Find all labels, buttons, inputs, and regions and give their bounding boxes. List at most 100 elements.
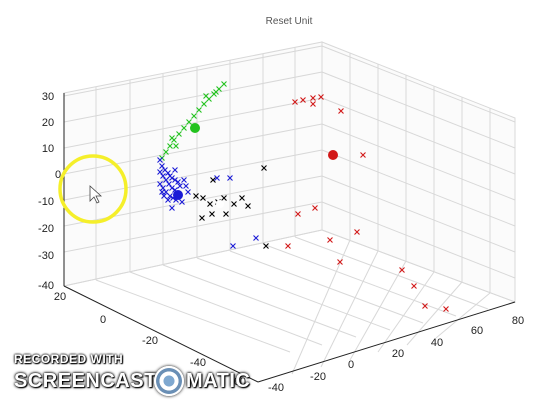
blue-marker	[253, 235, 259, 241]
watermark-recorded-with: RECORDED WITH	[14, 352, 124, 366]
black-marker	[261, 165, 267, 171]
red-marker	[312, 205, 318, 211]
black-marker	[239, 195, 245, 201]
blue-marker	[214, 175, 220, 181]
axis-frame	[63, 93, 516, 383]
blue-marker	[159, 189, 165, 195]
blue-marker	[230, 243, 236, 249]
black-marker	[209, 211, 215, 217]
left-axis-ticks: 20 0 -20 -40 -60	[54, 291, 246, 388]
z-tick-label: -30	[38, 250, 54, 262]
blue-marker	[163, 177, 169, 183]
black-marker	[221, 195, 227, 201]
right-axis-tick-label: 80	[512, 315, 524, 327]
blue-marker	[157, 169, 163, 175]
black-marker	[263, 243, 269, 249]
red-marker	[399, 267, 405, 273]
green-marker	[167, 143, 173, 149]
green-marker	[169, 135, 175, 141]
red-marker	[318, 94, 324, 100]
green-marker	[201, 101, 207, 107]
blue-marker	[167, 193, 173, 199]
floor-grid	[63, 229, 516, 375]
right-axis-tick-label: -40	[268, 382, 284, 394]
blue-marker	[172, 167, 178, 173]
right-axis-ticks: -40 -20 0 20 40 60 80	[268, 315, 524, 394]
blue-marker	[169, 185, 175, 191]
blue-marker	[166, 181, 172, 187]
red-marker	[337, 259, 343, 265]
green-marker	[196, 107, 202, 113]
watermark-word-screencast: SCREENCAST	[14, 370, 157, 392]
z-tick-label: 0	[55, 169, 61, 181]
blue-marker	[157, 157, 163, 163]
green-marker	[173, 143, 179, 149]
green-marker	[186, 119, 192, 125]
screencast-logo-icon	[154, 366, 184, 396]
black-marker	[193, 193, 199, 199]
black-marker	[245, 203, 251, 209]
red-marker	[360, 152, 366, 158]
right-axis-tick-label: -20	[310, 371, 326, 383]
green-marker	[176, 131, 182, 137]
blue-marker	[160, 173, 166, 179]
white-centroid	[216, 200, 224, 208]
red-centroid	[328, 150, 338, 160]
red-marker	[300, 97, 306, 103]
blue-marker	[181, 177, 187, 183]
z-tick-label: 20	[42, 117, 54, 129]
blue-marker	[161, 193, 167, 199]
blue-marker	[183, 183, 189, 189]
right-axis-tick-label: 0	[348, 359, 354, 371]
black-marker	[200, 195, 206, 201]
z-axis-ticks: 30 20 10 0 -10 -20 -30 -40	[38, 91, 61, 292]
z-tick-label: 30	[42, 91, 54, 103]
red-marker	[327, 237, 333, 243]
blue-marker	[185, 189, 191, 195]
z-tick-label: -10	[38, 196, 54, 208]
red-marker	[310, 101, 316, 107]
blue-marker	[157, 181, 163, 187]
left-axis-tick-label: -20	[142, 335, 158, 347]
back-wall-left	[63, 41, 323, 287]
z-tick-label: -40	[38, 280, 54, 292]
right-axis-tick-label: 40	[431, 337, 443, 349]
right-axis-tick-label: 20	[392, 348, 404, 360]
blue-centroid	[173, 190, 183, 200]
watermark-word-matic: MATIC	[186, 370, 251, 392]
red-marker	[295, 211, 301, 217]
red-marker	[354, 229, 360, 235]
right-axis-tick-label: 60	[471, 325, 483, 337]
red-marker	[285, 243, 291, 249]
mouse-pointer-icon	[89, 185, 103, 204]
green-marker	[191, 113, 197, 119]
blue-marker	[175, 179, 181, 185]
plot-title: Reset Unit	[266, 16, 313, 27]
red-marker	[443, 306, 449, 312]
black-marker	[231, 201, 237, 207]
red-marker	[411, 283, 417, 289]
blue-marker	[169, 205, 175, 211]
green-centroid	[190, 123, 200, 133]
blue-marker	[159, 163, 165, 169]
black-marker	[207, 201, 213, 207]
left-axis-tick-label: 20	[54, 291, 66, 303]
blue-marker	[227, 175, 233, 181]
black-marker	[210, 177, 216, 183]
red-marker	[422, 303, 428, 309]
blue-marker	[172, 177, 178, 183]
blue-marker	[177, 183, 183, 189]
green-marker	[213, 89, 219, 95]
green-marker	[163, 149, 169, 155]
red-marker	[310, 95, 316, 101]
left-axis-tick-label: -40	[190, 357, 206, 369]
left-axis-tick-label: 0	[100, 314, 106, 326]
scatter-markers	[157, 81, 449, 312]
red-marker	[292, 99, 298, 105]
blue-marker	[179, 199, 185, 205]
left-axis-tick-label: -60	[230, 376, 246, 388]
green-marker	[221, 81, 227, 87]
black-marker	[199, 215, 205, 221]
